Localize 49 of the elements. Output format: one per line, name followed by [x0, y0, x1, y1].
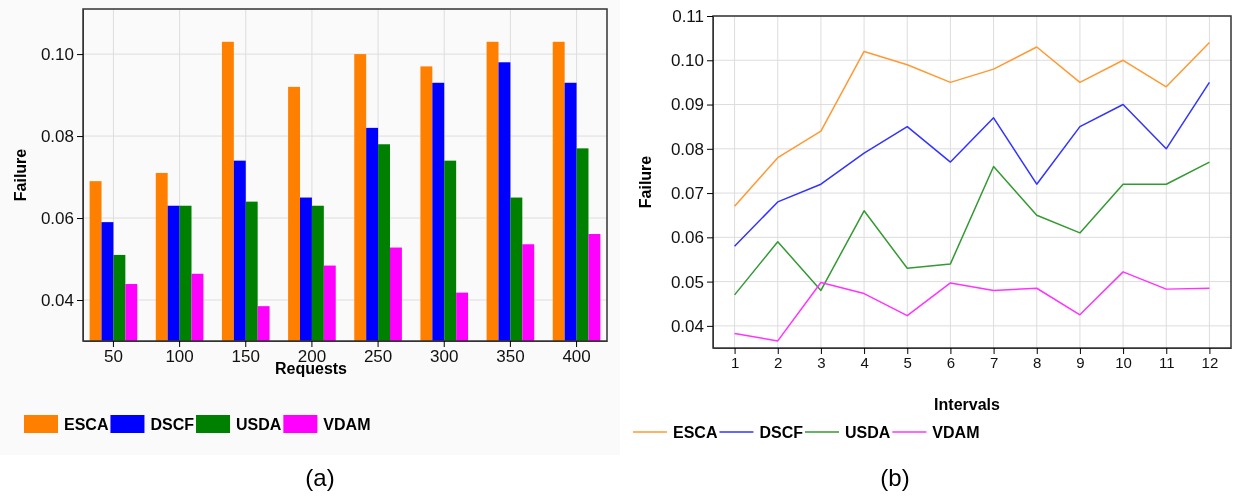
x-tick-label: 300: [430, 347, 459, 367]
line-series: [733, 81, 1211, 247]
legend-label: ESCA: [64, 416, 109, 433]
legend-label: DSCF: [759, 424, 804, 441]
legend-label: USDA: [845, 424, 891, 441]
x-tick-label: 12: [1201, 353, 1219, 371]
y-tick-label: 0.08: [670, 139, 704, 159]
y-tick-label: 0.04: [670, 316, 704, 336]
x-tick-label: 4: [860, 353, 869, 371]
x-tick-label: 11: [1158, 353, 1175, 371]
y-tick-label: 0.06: [670, 228, 704, 248]
x-tick-label: 2: [774, 353, 783, 371]
x-tick-label: 100: [165, 347, 194, 367]
x-tick-label: 1: [730, 353, 740, 371]
x-tick-label: 250: [363, 347, 393, 367]
legend-label: ESCA: [673, 424, 718, 441]
x-tick-label: 5: [903, 353, 912, 371]
y-tick-label: 0.04: [40, 290, 74, 310]
x-axis-title: Intervals: [934, 396, 1001, 413]
y-tick-label: 0.05: [670, 272, 704, 292]
x-tick-label: 8: [1033, 353, 1042, 371]
x-tick-label: 3: [817, 353, 826, 371]
text: (b): [880, 464, 910, 491]
y-axis-title: Failure: [12, 148, 29, 202]
y-tick-label: 0.08: [40, 127, 74, 146]
text: (a): [305, 464, 335, 491]
y-tick-label: 0.09: [670, 95, 704, 115]
y-tick-label: 0.07: [670, 184, 704, 204]
x-axis-title: Requests: [274, 360, 348, 377]
x-tick-label: 400: [562, 347, 591, 367]
line-series: [733, 161, 1211, 296]
x-tick-label: 350: [496, 347, 525, 367]
x-tick-label: 7: [989, 353, 999, 371]
legend-label: VDAM: [323, 416, 371, 433]
line-series: [733, 41, 1211, 208]
x-tick-label: 6: [946, 353, 956, 371]
legend-label: DSCF: [150, 416, 195, 433]
x-tick-label: 50: [103, 347, 123, 367]
x-tick-label: 10: [1115, 353, 1132, 371]
x-tick-label: 150: [231, 347, 260, 367]
legend-label: VDAM: [932, 424, 980, 441]
line-series: [733, 271, 1211, 342]
y-tick-label: 0.11: [672, 6, 704, 26]
y-axis-title: Failure: [637, 155, 654, 209]
x-tick-label: 9: [1076, 353, 1085, 371]
legend-label: USDA: [236, 416, 282, 433]
y-tick-label: 0.06: [40, 208, 74, 228]
y-tick-label: 0.10: [670, 51, 704, 71]
y-tick-label: 0.10: [40, 45, 74, 65]
